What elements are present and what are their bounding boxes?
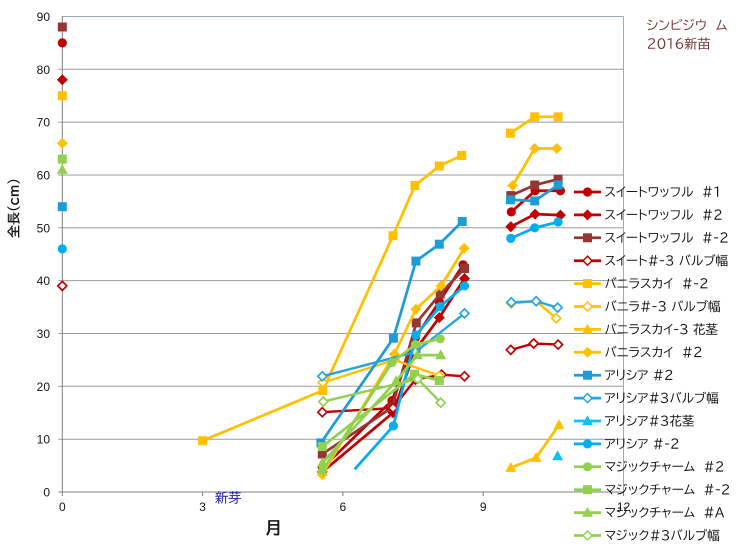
svg-text:40: 40: [37, 274, 51, 288]
svg-text:20: 20: [37, 380, 51, 394]
svg-text:70: 70: [37, 116, 51, 130]
svg-text:30: 30: [37, 327, 51, 341]
svg-text:60: 60: [37, 169, 51, 183]
svg-text:6: 6: [340, 500, 347, 514]
svg-text:0: 0: [43, 486, 50, 500]
svg-text:3: 3: [199, 500, 206, 514]
svg-text:90: 90: [37, 10, 51, 24]
svg-text:80: 80: [37, 63, 51, 77]
svg-text:50: 50: [37, 221, 51, 235]
svg-text:9: 9: [480, 500, 487, 514]
svg-text:10: 10: [37, 433, 51, 447]
svg-text:12: 12: [617, 500, 631, 514]
svg-text:0: 0: [59, 500, 66, 514]
